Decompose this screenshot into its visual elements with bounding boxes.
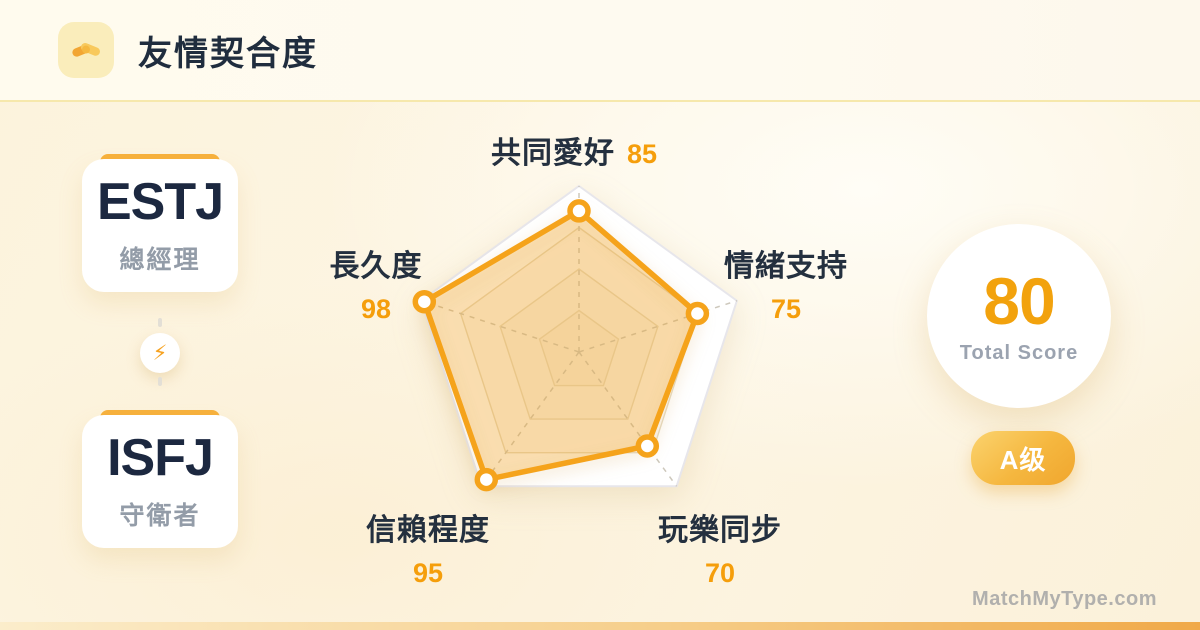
axis-label-play-sync: 玩樂同步 (658, 514, 782, 547)
axis-value-emotional-support: 75 (770, 294, 802, 324)
header: 友情契合度 (0, 0, 1200, 102)
radar-data-point (635, 434, 660, 458)
radar-grid-ring (538, 309, 620, 387)
handshake-icon (58, 22, 114, 78)
connector-dash-top (158, 318, 162, 327)
axis-label-emotional-support: 情緒支持 (724, 250, 848, 283)
radar-grid-ring (419, 184, 739, 488)
radar-axis-line (578, 351, 678, 487)
radar-axis-line (480, 351, 580, 487)
radar-data-point (474, 467, 499, 492)
axis-value-trust-level: 95 (412, 558, 444, 588)
axis-value-shared-hobbies: 85 (626, 139, 658, 169)
radar-grid-ring (459, 226, 699, 454)
radar-data-point (567, 199, 591, 223)
person-b-type: ISFJ (107, 428, 214, 487)
person-b-card-body: ISFJ 守衛者 (82, 415, 238, 548)
radar-axis-left: 長久度 98 (276, 250, 476, 323)
axis-value-play-sync: 70 (704, 558, 736, 588)
total-score-label: Total Score (959, 341, 1079, 364)
person-a-card-body: ESTJ 總經理 (82, 159, 238, 292)
person-b-card: ISFJ 守衛者 (82, 410, 238, 548)
lightning-icon: ⚡ (152, 341, 168, 365)
radar-grid-ring (499, 268, 659, 420)
watermark: MatchMyType.com (972, 588, 1157, 610)
radar-axis-right: 情緒支持 75 (686, 250, 886, 323)
connector-dash-bottom (158, 377, 162, 386)
radar-axis-bottom-right: 玩樂同步 70 (620, 514, 820, 587)
connector-circle: ⚡ (140, 333, 180, 373)
person-a-role: 總經理 (119, 245, 201, 274)
person-a-type: ESTJ (96, 172, 224, 231)
handshake-icon-graphic (72, 43, 100, 57)
axis-label-shared-hobbies: 共同愛好 (490, 137, 615, 170)
axis-value-longevity: 98 (360, 294, 392, 324)
person-b-role: 守衛者 (119, 501, 201, 530)
page-title: 友情契合度 (138, 34, 318, 73)
axis-label-trust-level: 信賴程度 (366, 514, 490, 547)
person-a-card: ESTJ 總經理 (82, 154, 238, 292)
bottom-accent-bar (0, 622, 1200, 630)
total-score-circle: 80 Total Score (927, 224, 1111, 408)
radar-axis-bottom-left: 信賴程度 95 (328, 514, 528, 587)
radar-axis-top: 共同愛好 85 (449, 137, 699, 171)
total-score-value: 80 (983, 263, 1055, 338)
axis-label-longevity: 長久度 (329, 250, 423, 283)
grade-badge: A级 (971, 431, 1075, 485)
